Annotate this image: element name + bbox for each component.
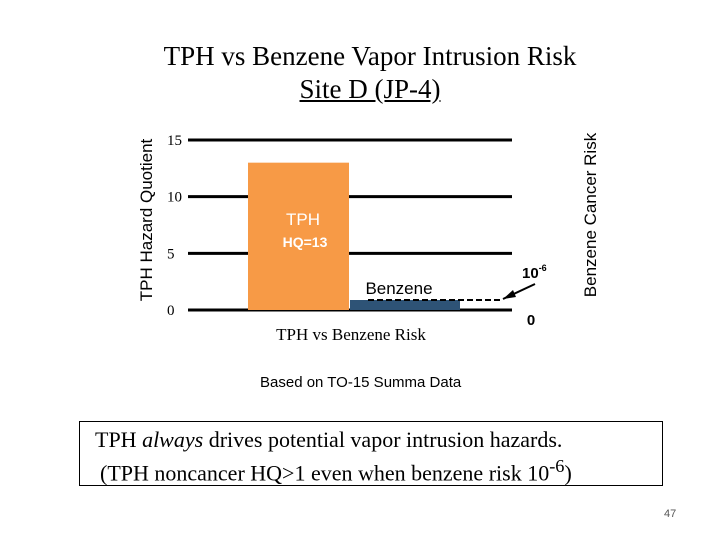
- message-box: TPH always drives potential vapor intrus…: [79, 421, 663, 486]
- x-axis-label: TPH vs Benzene Risk: [276, 325, 426, 344]
- y-axis-label-left: TPH Hazard Quotient: [137, 138, 156, 301]
- tph-bar: [248, 162, 349, 310]
- page-number: 47: [664, 508, 677, 520]
- y-tick-label-10: 10: [167, 190, 182, 206]
- title-line-2: Site D (JP-4): [299, 74, 441, 104]
- tph-hq-label: HQ=13: [283, 234, 328, 250]
- gridlines: [188, 138, 512, 312]
- tph-bar-label: TPH: [286, 210, 320, 229]
- benzene-bar-label: Benzene: [365, 279, 432, 298]
- arrow-head: [503, 290, 516, 299]
- emphasis-always: always: [142, 427, 204, 452]
- message-line-1: TPH always drives potential vapor intrus…: [95, 427, 563, 452]
- title-line-1: TPH vs Benzene Vapor Intrusion Risk: [163, 41, 577, 71]
- y-tick-label-5: 5: [167, 246, 175, 262]
- message-line-2: (TPH noncancer HQ>1 even when benzene ri…: [100, 456, 572, 486]
- slide-title: TPH vs Benzene Vapor Intrusion Risk Site…: [0, 40, 720, 106]
- y-tick-label-15: 15: [167, 133, 182, 149]
- y-tick-label-0: 0: [167, 303, 175, 319]
- bars: [248, 162, 460, 310]
- y-axis-label-right: Benzene Cancer Risk: [581, 132, 600, 297]
- benzene-bar: [350, 300, 460, 310]
- y-tick-labels: 0 5 10 15: [167, 133, 182, 319]
- right-tick-1e-6: 10-6: [522, 263, 547, 282]
- right-tick-0: 0: [527, 312, 535, 329]
- data-source-note: Based on TO-15 Summa Data: [260, 374, 462, 391]
